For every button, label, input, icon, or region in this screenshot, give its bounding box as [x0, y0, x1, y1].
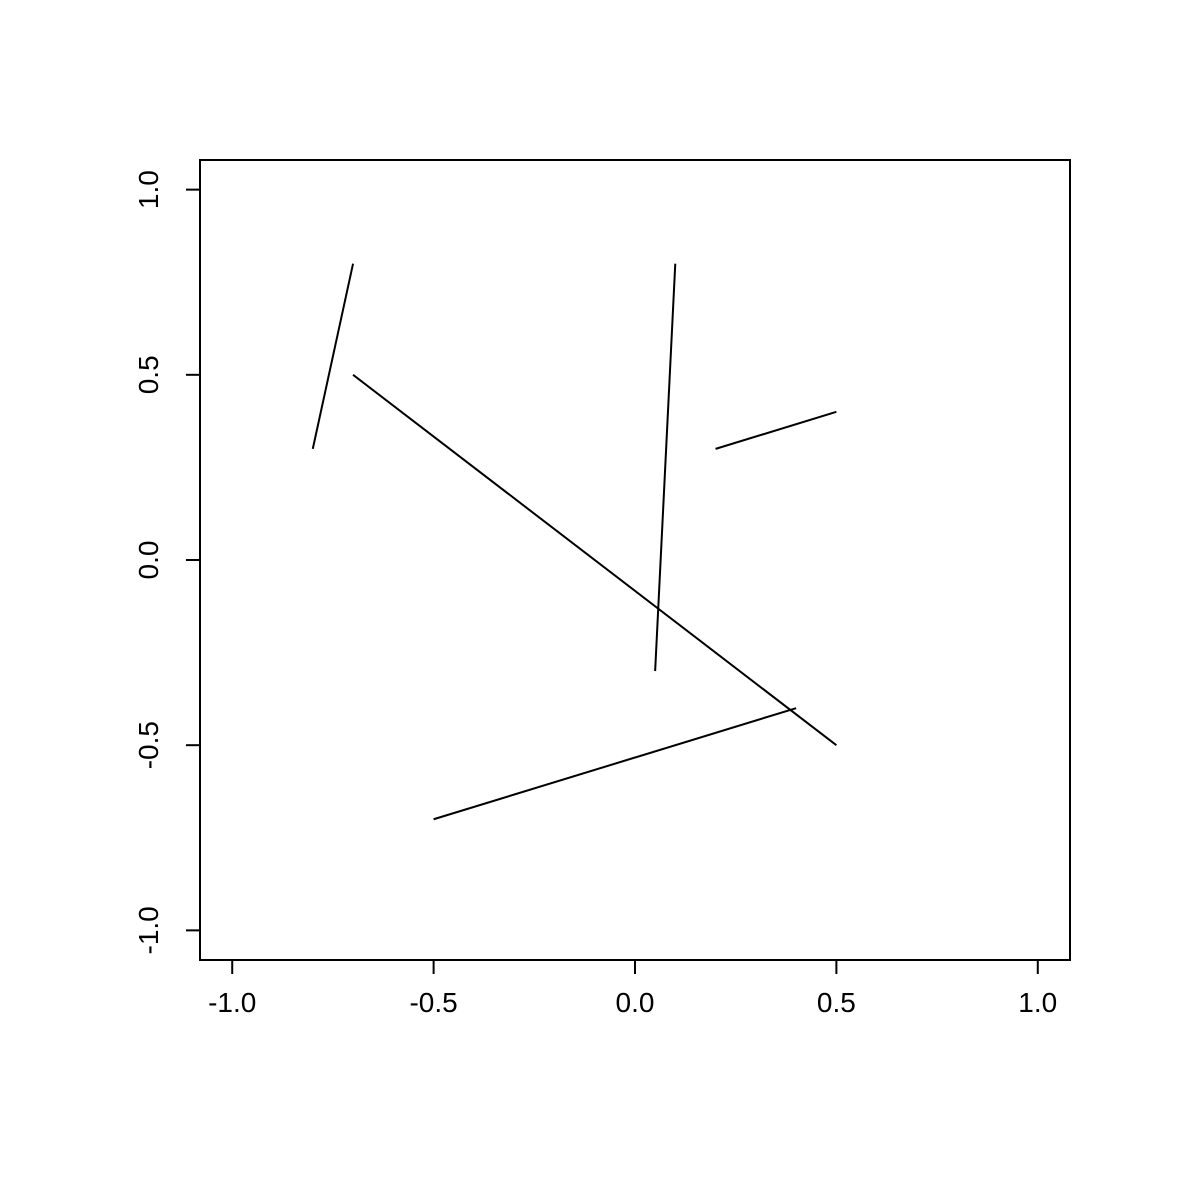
segment-3 — [716, 412, 837, 449]
x-tick-label: 1.0 — [1018, 987, 1057, 1018]
y-tick-label: -1.0 — [133, 906, 164, 954]
x-tick-label: -0.5 — [409, 987, 457, 1018]
x-tick-label: 0.5 — [817, 987, 856, 1018]
y-tick-label: 1.0 — [133, 170, 164, 209]
x-tick-label: 0.0 — [616, 987, 655, 1018]
line-segments-plot: -1.0 -0.5 0.0 0.5 1.0 -1.0 -0.5 0.0 0.5 1.0 — [0, 0, 1200, 1200]
plot-border — [200, 160, 1070, 960]
segment-4 — [434, 708, 796, 819]
y-tick-label: 0.0 — [133, 541, 164, 580]
x-tick-label: -1.0 — [208, 987, 256, 1018]
y-tick-label: 0.5 — [133, 355, 164, 394]
y-tick-label: -0.5 — [133, 721, 164, 769]
chart-svg: -1.0 -0.5 0.0 0.5 1.0 -1.0 -0.5 0.0 0.5 1.0 — [0, 0, 1200, 1200]
segment-1 — [353, 375, 836, 745]
segment-2 — [655, 264, 675, 671]
segment-0 — [313, 264, 353, 449]
